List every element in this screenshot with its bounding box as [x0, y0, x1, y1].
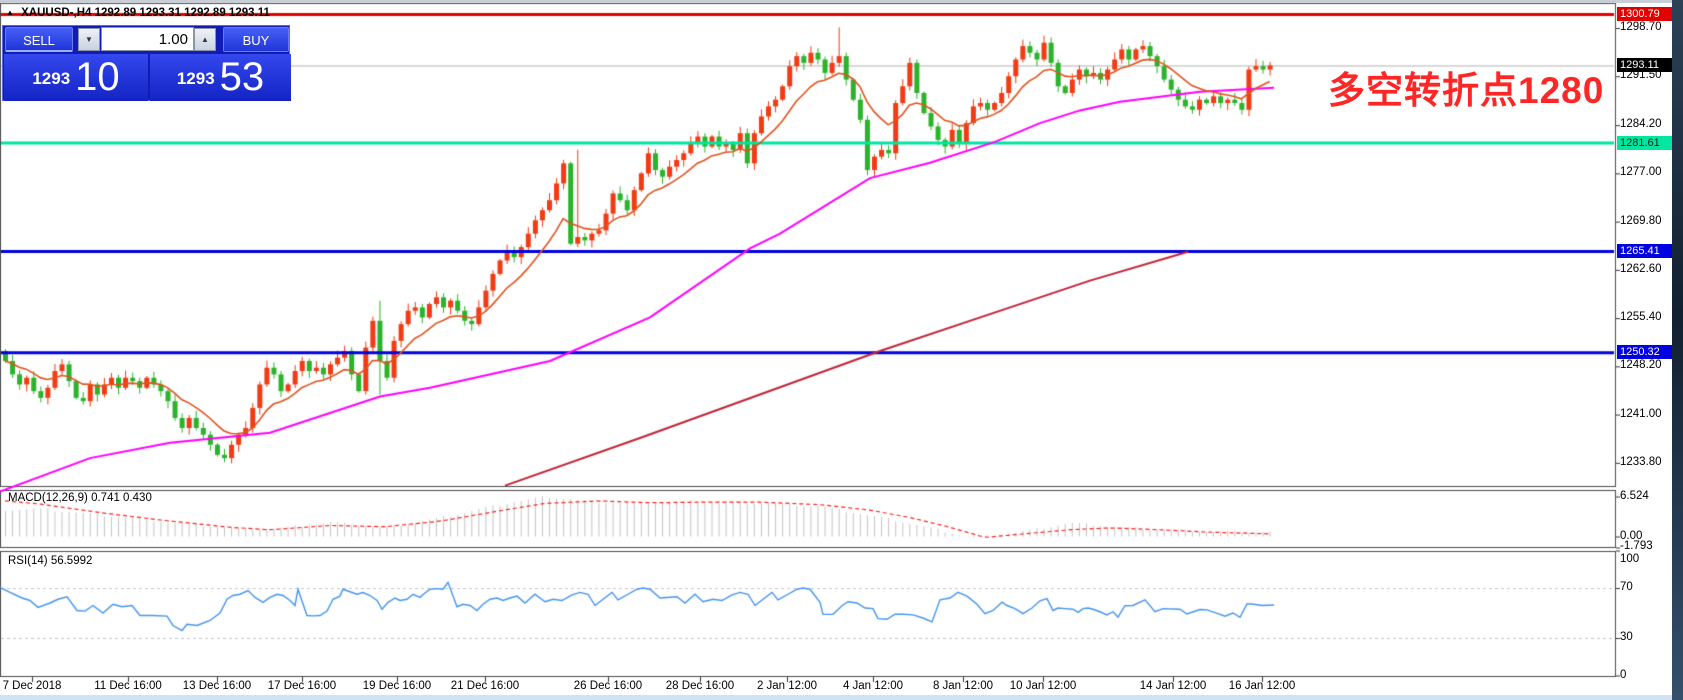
- time-tick-label: 19 Dec 16:00: [362, 680, 432, 692]
- macd-indicator-label: MACD(12,26,9) 0.741 0.430: [8, 492, 152, 504]
- time-tick-label: 4 Jan 12:00: [842, 680, 904, 692]
- time-tick-label: 14 Jan 12:00: [1139, 680, 1207, 692]
- level-price-chip: 1300.79: [1617, 6, 1672, 21]
- macd-tick-label: 0.00: [1620, 529, 1643, 542]
- sell-button[interactable]: SELL: [5, 27, 73, 52]
- price-tick-label: 1277.00: [1620, 166, 1662, 179]
- volume-dropdown-button[interactable]: ▼: [78, 28, 100, 51]
- level-price-chip: 1250.32: [1617, 345, 1672, 360]
- chevron-down-icon: ▼: [85, 35, 93, 44]
- price-tick-label: 1233.80: [1620, 455, 1662, 468]
- chart-symbol-timeframe: XAUUSD-,H4: [21, 7, 92, 19]
- macd-tick-label: 6.524: [1620, 489, 1649, 502]
- price-tick-label: 1262.60: [1620, 262, 1662, 275]
- chevron-up-icon: ▲: [201, 35, 209, 44]
- one-click-trading-panel: SELL ▼ 1.00 ▲ BUY 1293 10 1293 53: [2, 25, 291, 101]
- buy-price-panel[interactable]: 1293 53: [150, 54, 291, 101]
- time-tick-label: 17 Dec 16:00: [267, 680, 337, 692]
- sell-price-panel[interactable]: 1293 10: [4, 54, 148, 101]
- sell-price-big-figure: 1293: [32, 69, 71, 88]
- time-tick-label: 21 Dec 16:00: [450, 680, 520, 692]
- time-tick-label: 11 Dec 16:00: [94, 680, 162, 692]
- time-tick-label: 13 Dec 16:00: [182, 680, 252, 692]
- price-tick-label: 1248.20: [1620, 359, 1662, 372]
- time-tick-label: 2 Jan 12:00: [756, 680, 818, 692]
- volume-increase-button[interactable]: ▲: [194, 28, 216, 51]
- collapse-triangle-icon[interactable]: ▲: [6, 8, 14, 17]
- window-right-edge: [1672, 0, 1683, 700]
- buy-price-pips: 53: [219, 55, 265, 99]
- macd-tick-label: -1.793: [1620, 540, 1653, 553]
- volume-input[interactable]: 1.00: [101, 27, 194, 51]
- price-tick-label: 1255.40: [1620, 311, 1662, 324]
- level-price-chip: 1265.41: [1617, 244, 1672, 259]
- time-tick-label: 7 Dec 2018: [2, 680, 62, 692]
- rsi-tick-label: 100: [1620, 553, 1640, 565]
- sell-price-pips: 10: [75, 55, 120, 99]
- window-top-edge: [0, 0, 1683, 3]
- time-tick-label: 8 Jan 12:00: [932, 680, 994, 692]
- level-price-chip: 1293.11: [1617, 58, 1672, 73]
- rsi-tick-label: 70: [1620, 581, 1633, 593]
- time-tick-label: 10 Jan 12:00: [1009, 680, 1077, 692]
- price-tick-label: 1241.00: [1620, 407, 1662, 420]
- rsi-indicator-label: RSI(14) 56.5992: [8, 555, 93, 567]
- time-tick-label: 16 Jan 12:00: [1228, 680, 1296, 692]
- chart-annotation-text: 多空转折点1280: [1328, 70, 1605, 111]
- price-tick-label: 1298.70: [1620, 21, 1662, 33]
- buy-button[interactable]: BUY: [223, 27, 289, 52]
- buy-price-big-figure: 1293: [176, 69, 215, 88]
- rsi-tick-label: 30: [1620, 631, 1633, 643]
- price-tick-label: 1269.80: [1620, 214, 1662, 227]
- time-tick-label: 26 Dec 16:00: [573, 680, 643, 692]
- chart-title: ▲ XAUUSD-,H4 1292.89 1293.31 1292.89 129…: [6, 7, 270, 19]
- chart-ohlc-values: 1292.89 1293.31 1292.89 1293.11: [94, 7, 270, 19]
- window-bottom-edge: [0, 695, 1672, 700]
- rsi-tick-label: 0: [1620, 668, 1627, 681]
- level-price-chip: 1281.61: [1617, 135, 1672, 150]
- time-tick-label: 28 Dec 16:00: [665, 680, 735, 692]
- price-tick-label: 1284.20: [1620, 118, 1662, 131]
